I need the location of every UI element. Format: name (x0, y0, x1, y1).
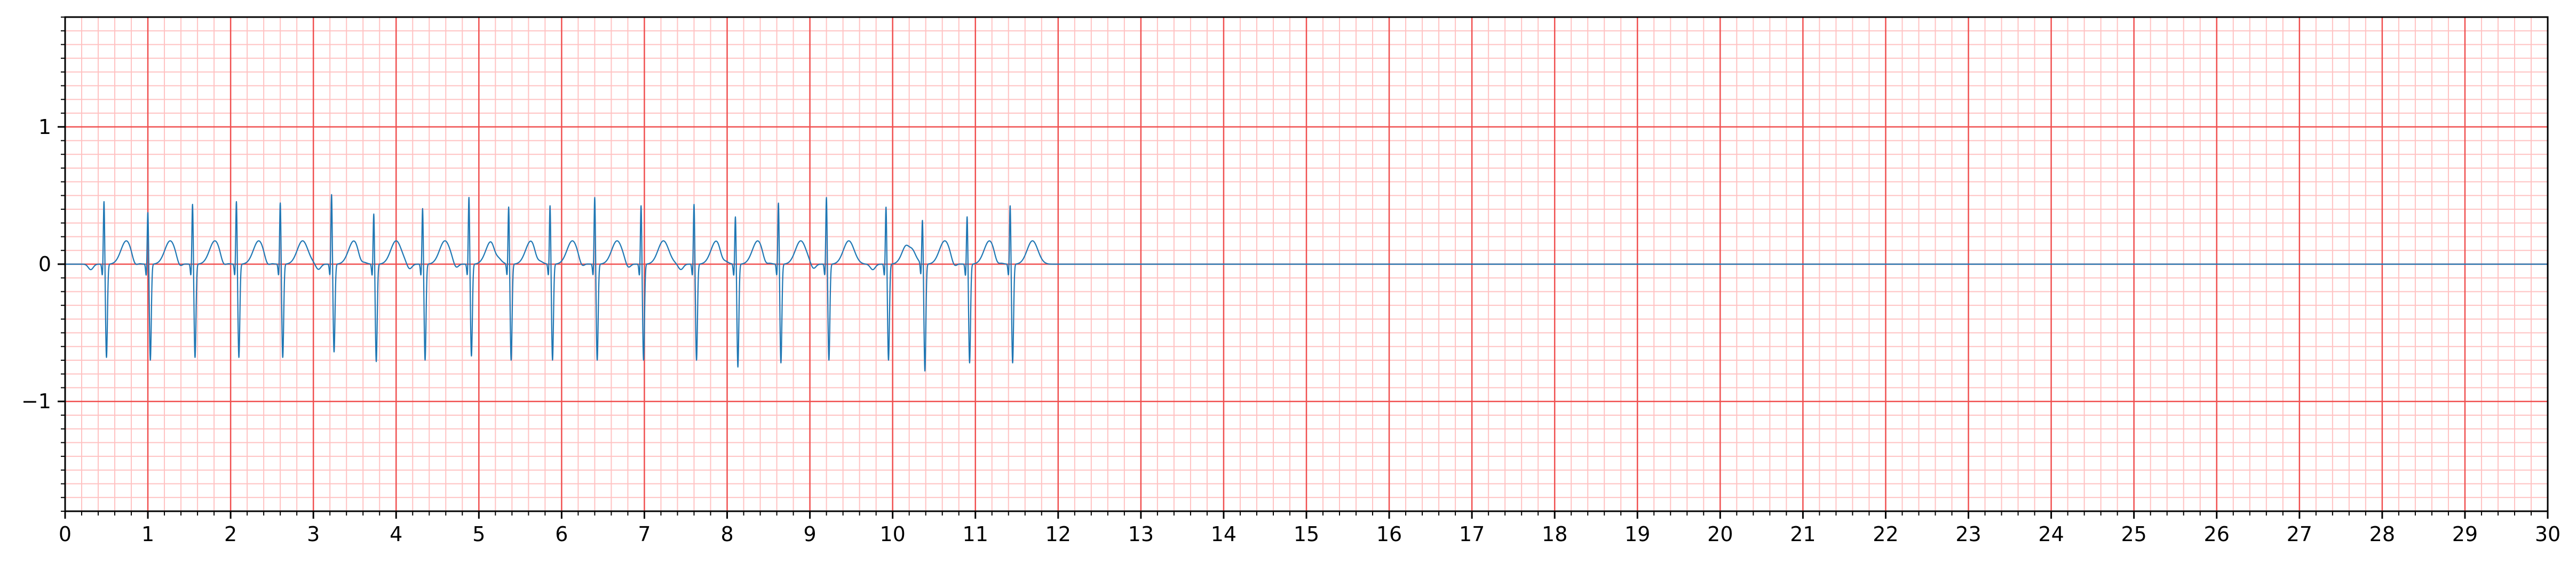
x-tick-label: 20 (1707, 522, 1733, 546)
x-tick-label: 9 (804, 522, 817, 546)
x-tick-label: 12 (1045, 522, 1071, 546)
x-tick-label: 6 (555, 522, 568, 546)
x-tick-label: 8 (720, 522, 733, 546)
x-tick-label: 29 (2452, 522, 2478, 546)
x-tick-label: 23 (1955, 522, 1981, 546)
y-axis-ticks (58, 17, 65, 512)
x-tick-label: 24 (2038, 522, 2064, 546)
x-tick-label: 25 (2121, 522, 2146, 546)
x-tick-label: 28 (2369, 522, 2395, 546)
ecg-trace-line (65, 194, 1059, 372)
x-tick-label: 21 (1790, 522, 1816, 546)
plot-series (65, 194, 2548, 372)
x-tick-label: 16 (1376, 522, 1402, 546)
x-tick-label: 4 (390, 522, 402, 546)
x-tick-label: 10 (879, 522, 905, 546)
x-tick-label: 0 (59, 522, 72, 546)
x-tick-label: 1 (141, 522, 154, 546)
y-tick-label: −1 (21, 390, 51, 413)
y-tick-label: 1 (38, 115, 51, 139)
x-tick-label: 26 (2204, 522, 2230, 546)
y-tick-label: 0 (38, 252, 51, 276)
x-tick-label: 30 (2535, 522, 2561, 546)
y-axis-tick-labels: −1 0 1 (21, 115, 51, 413)
x-tick-label: 18 (1542, 522, 1567, 546)
x-axis-tick-labels: 0 1 2 3 4 5 6 7 8 9 10 11 12 13 14 15 16 17 18 19 20 21 22 23 24… (59, 522, 2561, 546)
x-tick-label: 7 (638, 522, 651, 546)
x-tick-label: 14 (1211, 522, 1237, 546)
x-tick-label: 3 (307, 522, 320, 546)
x-tick-label: 19 (1624, 522, 1650, 546)
x-tick-label: 17 (1459, 522, 1485, 546)
x-tick-label: 13 (1128, 522, 1154, 546)
x-tick-label: 22 (1873, 522, 1898, 546)
x-tick-label: 2 (224, 522, 237, 546)
x-tick-label: 5 (472, 522, 485, 546)
x-tick-label: 15 (1294, 522, 1319, 546)
x-tick-label: 27 (2287, 522, 2312, 546)
x-axis-ticks (64, 511, 2549, 519)
x-tick-label: 11 (963, 522, 988, 546)
